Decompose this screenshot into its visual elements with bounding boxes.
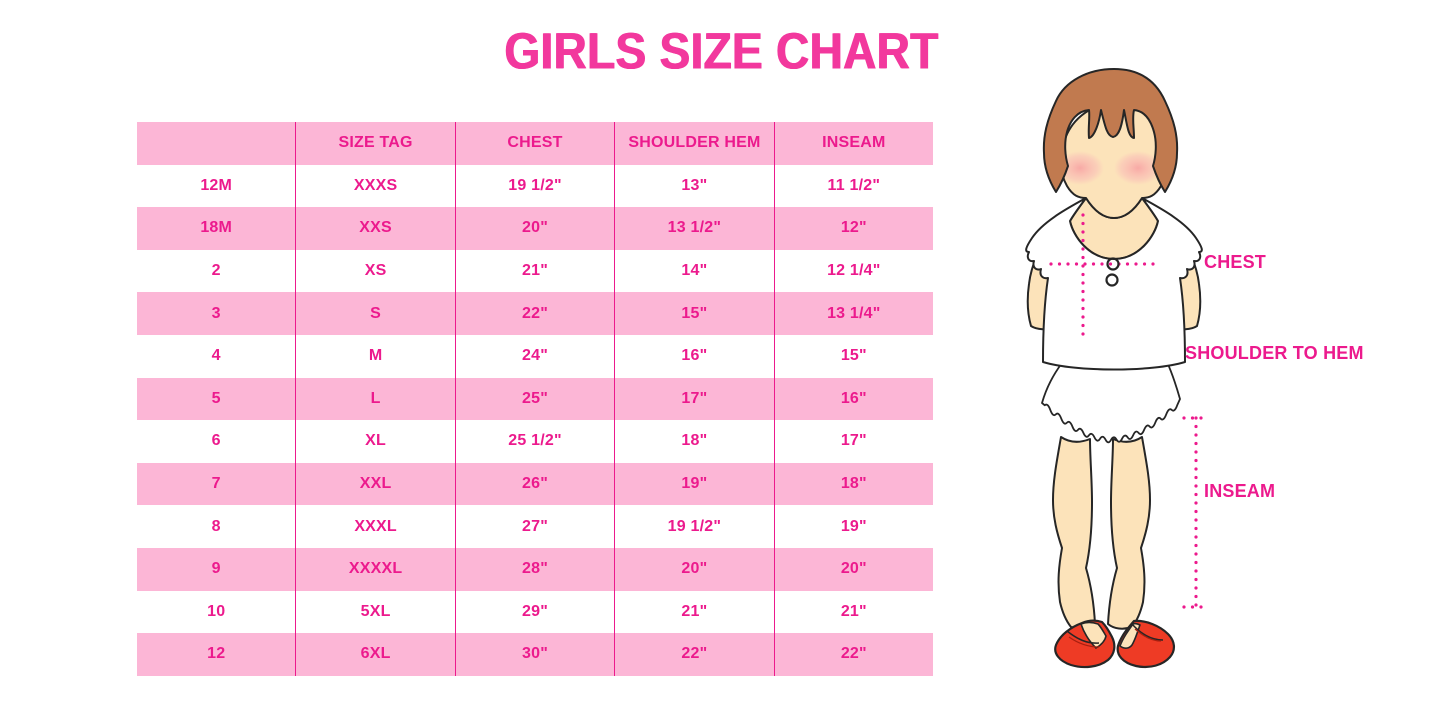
svg-text:SHOULDER TO HEM: SHOULDER TO HEM (1185, 343, 1364, 363)
svg-text:CHEST: CHEST (1204, 252, 1266, 272)
svg-text:INSEAM: INSEAM (1204, 481, 1275, 501)
